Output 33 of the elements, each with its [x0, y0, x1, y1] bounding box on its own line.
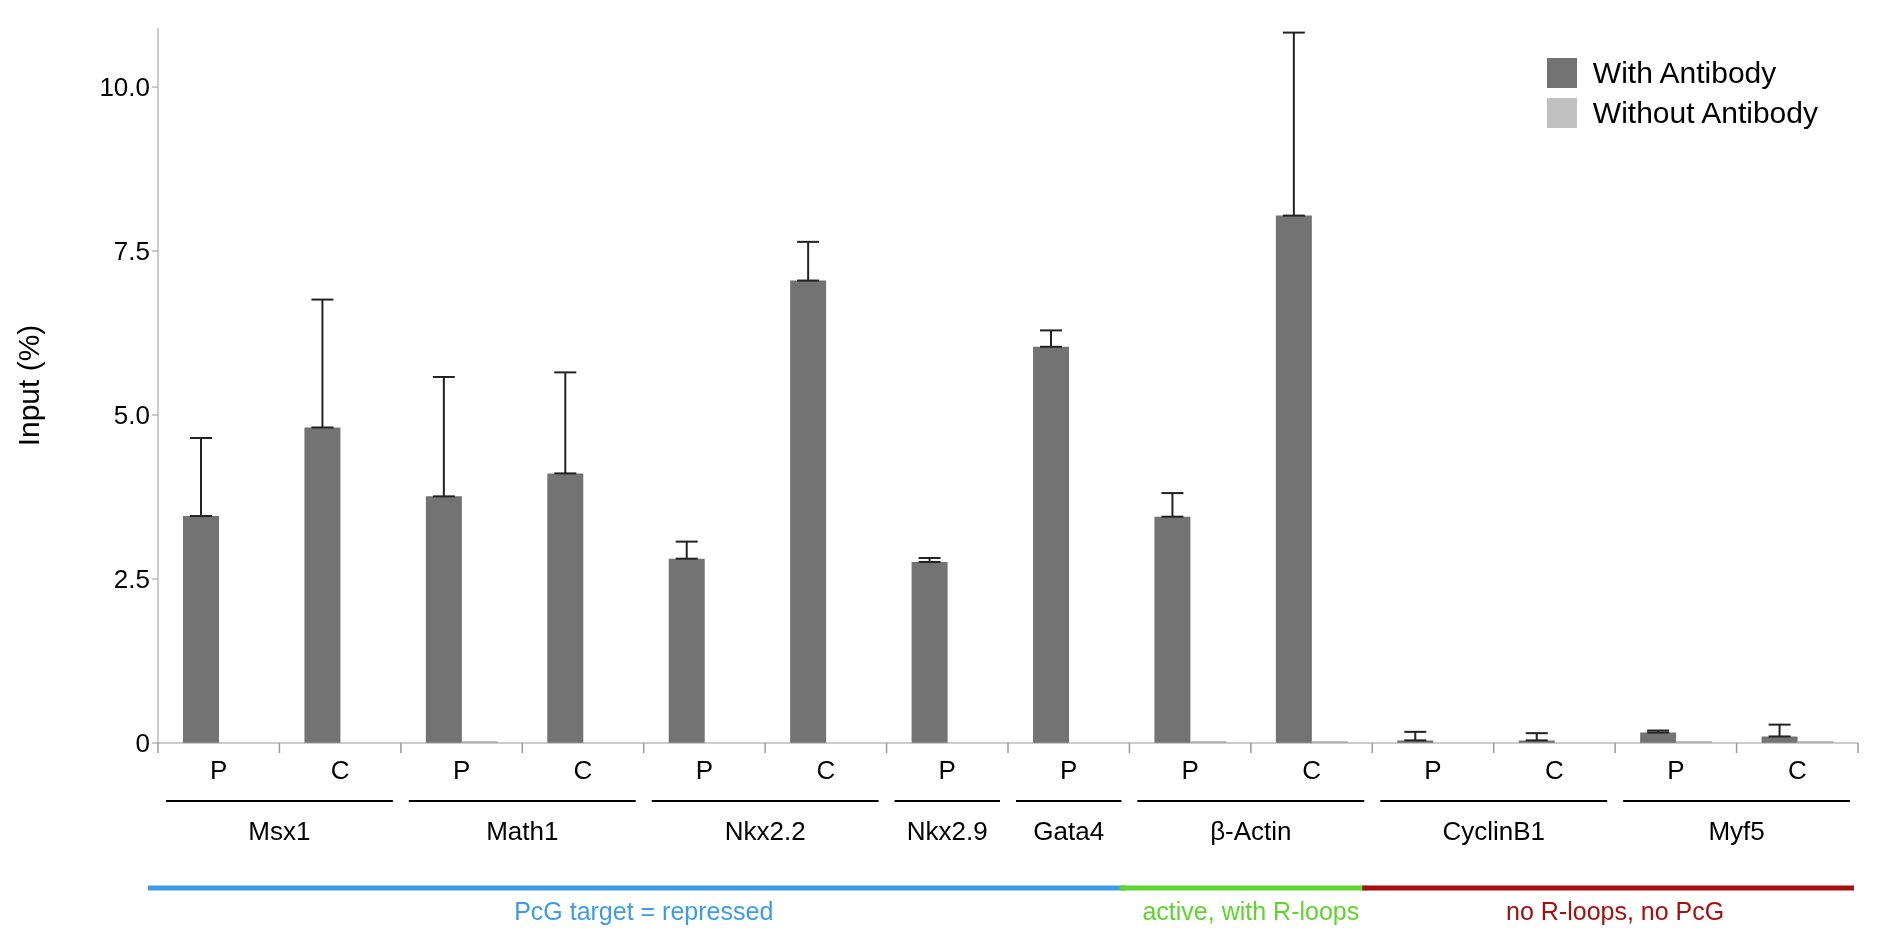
x-tick-label: P: [695, 755, 714, 786]
x-tick-label: C: [1545, 755, 1564, 786]
text: Myf5: [1708, 816, 1765, 846]
y-tick-label: 0: [135, 728, 150, 759]
text: CyclinB1: [1442, 816, 1546, 846]
x-tick-label: P: [1181, 755, 1199, 786]
x-tick-label: C: [573, 755, 593, 786]
y-tick-label: 5.0: [113, 400, 150, 431]
text: Nkx2.2: [724, 816, 806, 846]
text: β-Actin: [1210, 816, 1292, 846]
legend-label: Without Antibody: [1592, 95, 1818, 131]
x-tick-label: P: [1667, 755, 1685, 786]
x-tick-label: P: [452, 755, 471, 786]
legend-label: With Antibody: [1592, 55, 1777, 91]
y-tick-label: 10.0: [99, 72, 150, 103]
x-tick-label: P: [1060, 755, 1078, 786]
text: active, with R-loops: [1142, 897, 1360, 925]
text: Nkx2.9: [906, 816, 988, 846]
text: Math1: [486, 816, 559, 846]
text: Msx1: [248, 816, 311, 846]
y-axis-title: Input (%): [11, 324, 45, 447]
y-tick-label: 2.5: [113, 564, 150, 595]
x-tick-label: C: [816, 755, 836, 786]
x-tick-label: C: [330, 755, 350, 786]
text: no R-loops, no PcG: [1506, 897, 1725, 925]
x-tick-label: C: [1302, 755, 1321, 786]
text: PcG target = repressed: [514, 897, 774, 925]
y-tick-label: 7.5: [113, 236, 150, 267]
x-tick-label: P: [210, 755, 228, 786]
text: Gata4: [1033, 816, 1105, 846]
x-tick-label: C: [1787, 755, 1807, 786]
x-tick-label: P: [1424, 755, 1442, 786]
x-tick-label: P: [938, 755, 956, 786]
